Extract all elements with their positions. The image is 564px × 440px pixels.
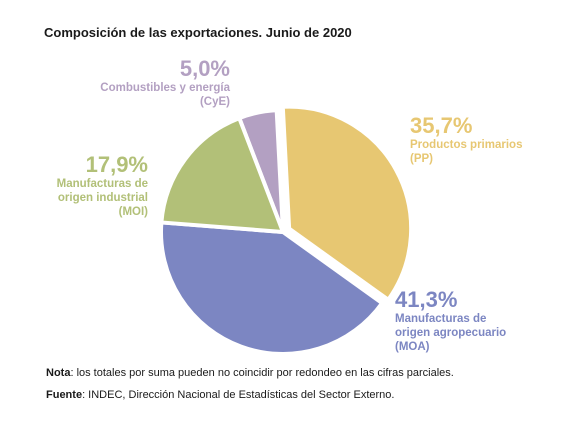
- source-text: : INDEC, Dirección Nacional de Estadísti…: [82, 389, 395, 401]
- label-productos-primarios: 35,7% Productos primarios (PP): [410, 114, 560, 166]
- slice-category-moi: Manufacturas de origen industrial (MOI): [56, 178, 148, 218]
- label-moa: 41,3% Manufacturas de origen agropecuari…: [395, 288, 555, 354]
- slice-moa: [159, 220, 385, 356]
- slice-percent-cye: 5,0%: [179, 56, 230, 81]
- slice-percent-moa: 41,3%: [395, 287, 458, 312]
- slice-pp: [280, 104, 414, 302]
- source-label: Fuente: [46, 389, 83, 401]
- slice-category-moa: Manufacturas de origen agropecuario (MOA…: [395, 313, 507, 353]
- note-line: Nota: los totales por suma pueden no coi…: [46, 367, 454, 379]
- note-text: : los totales por suma pueden no coincid…: [70, 367, 454, 379]
- slice-moi: [159, 116, 285, 234]
- label-moi: 17,9% Manufacturas de origen industrial …: [20, 153, 148, 219]
- source-line: Fuente: INDEC, Dirección Nacional de Est…: [46, 389, 394, 401]
- slice-percent-moi: 17,9%: [85, 152, 148, 177]
- chart-title: Composición de las exportaciones. Junio …: [44, 25, 352, 40]
- slice-percent-pp: 35,7%: [410, 113, 473, 138]
- label-combustibles: 5,0% Combustibles y energía (CyE): [80, 57, 230, 109]
- slice-category-pp: Productos primarios (PP): [410, 139, 523, 165]
- note-label: Nota: [46, 367, 71, 379]
- slice-category-cye: Combustibles y energía (CyE): [100, 82, 230, 108]
